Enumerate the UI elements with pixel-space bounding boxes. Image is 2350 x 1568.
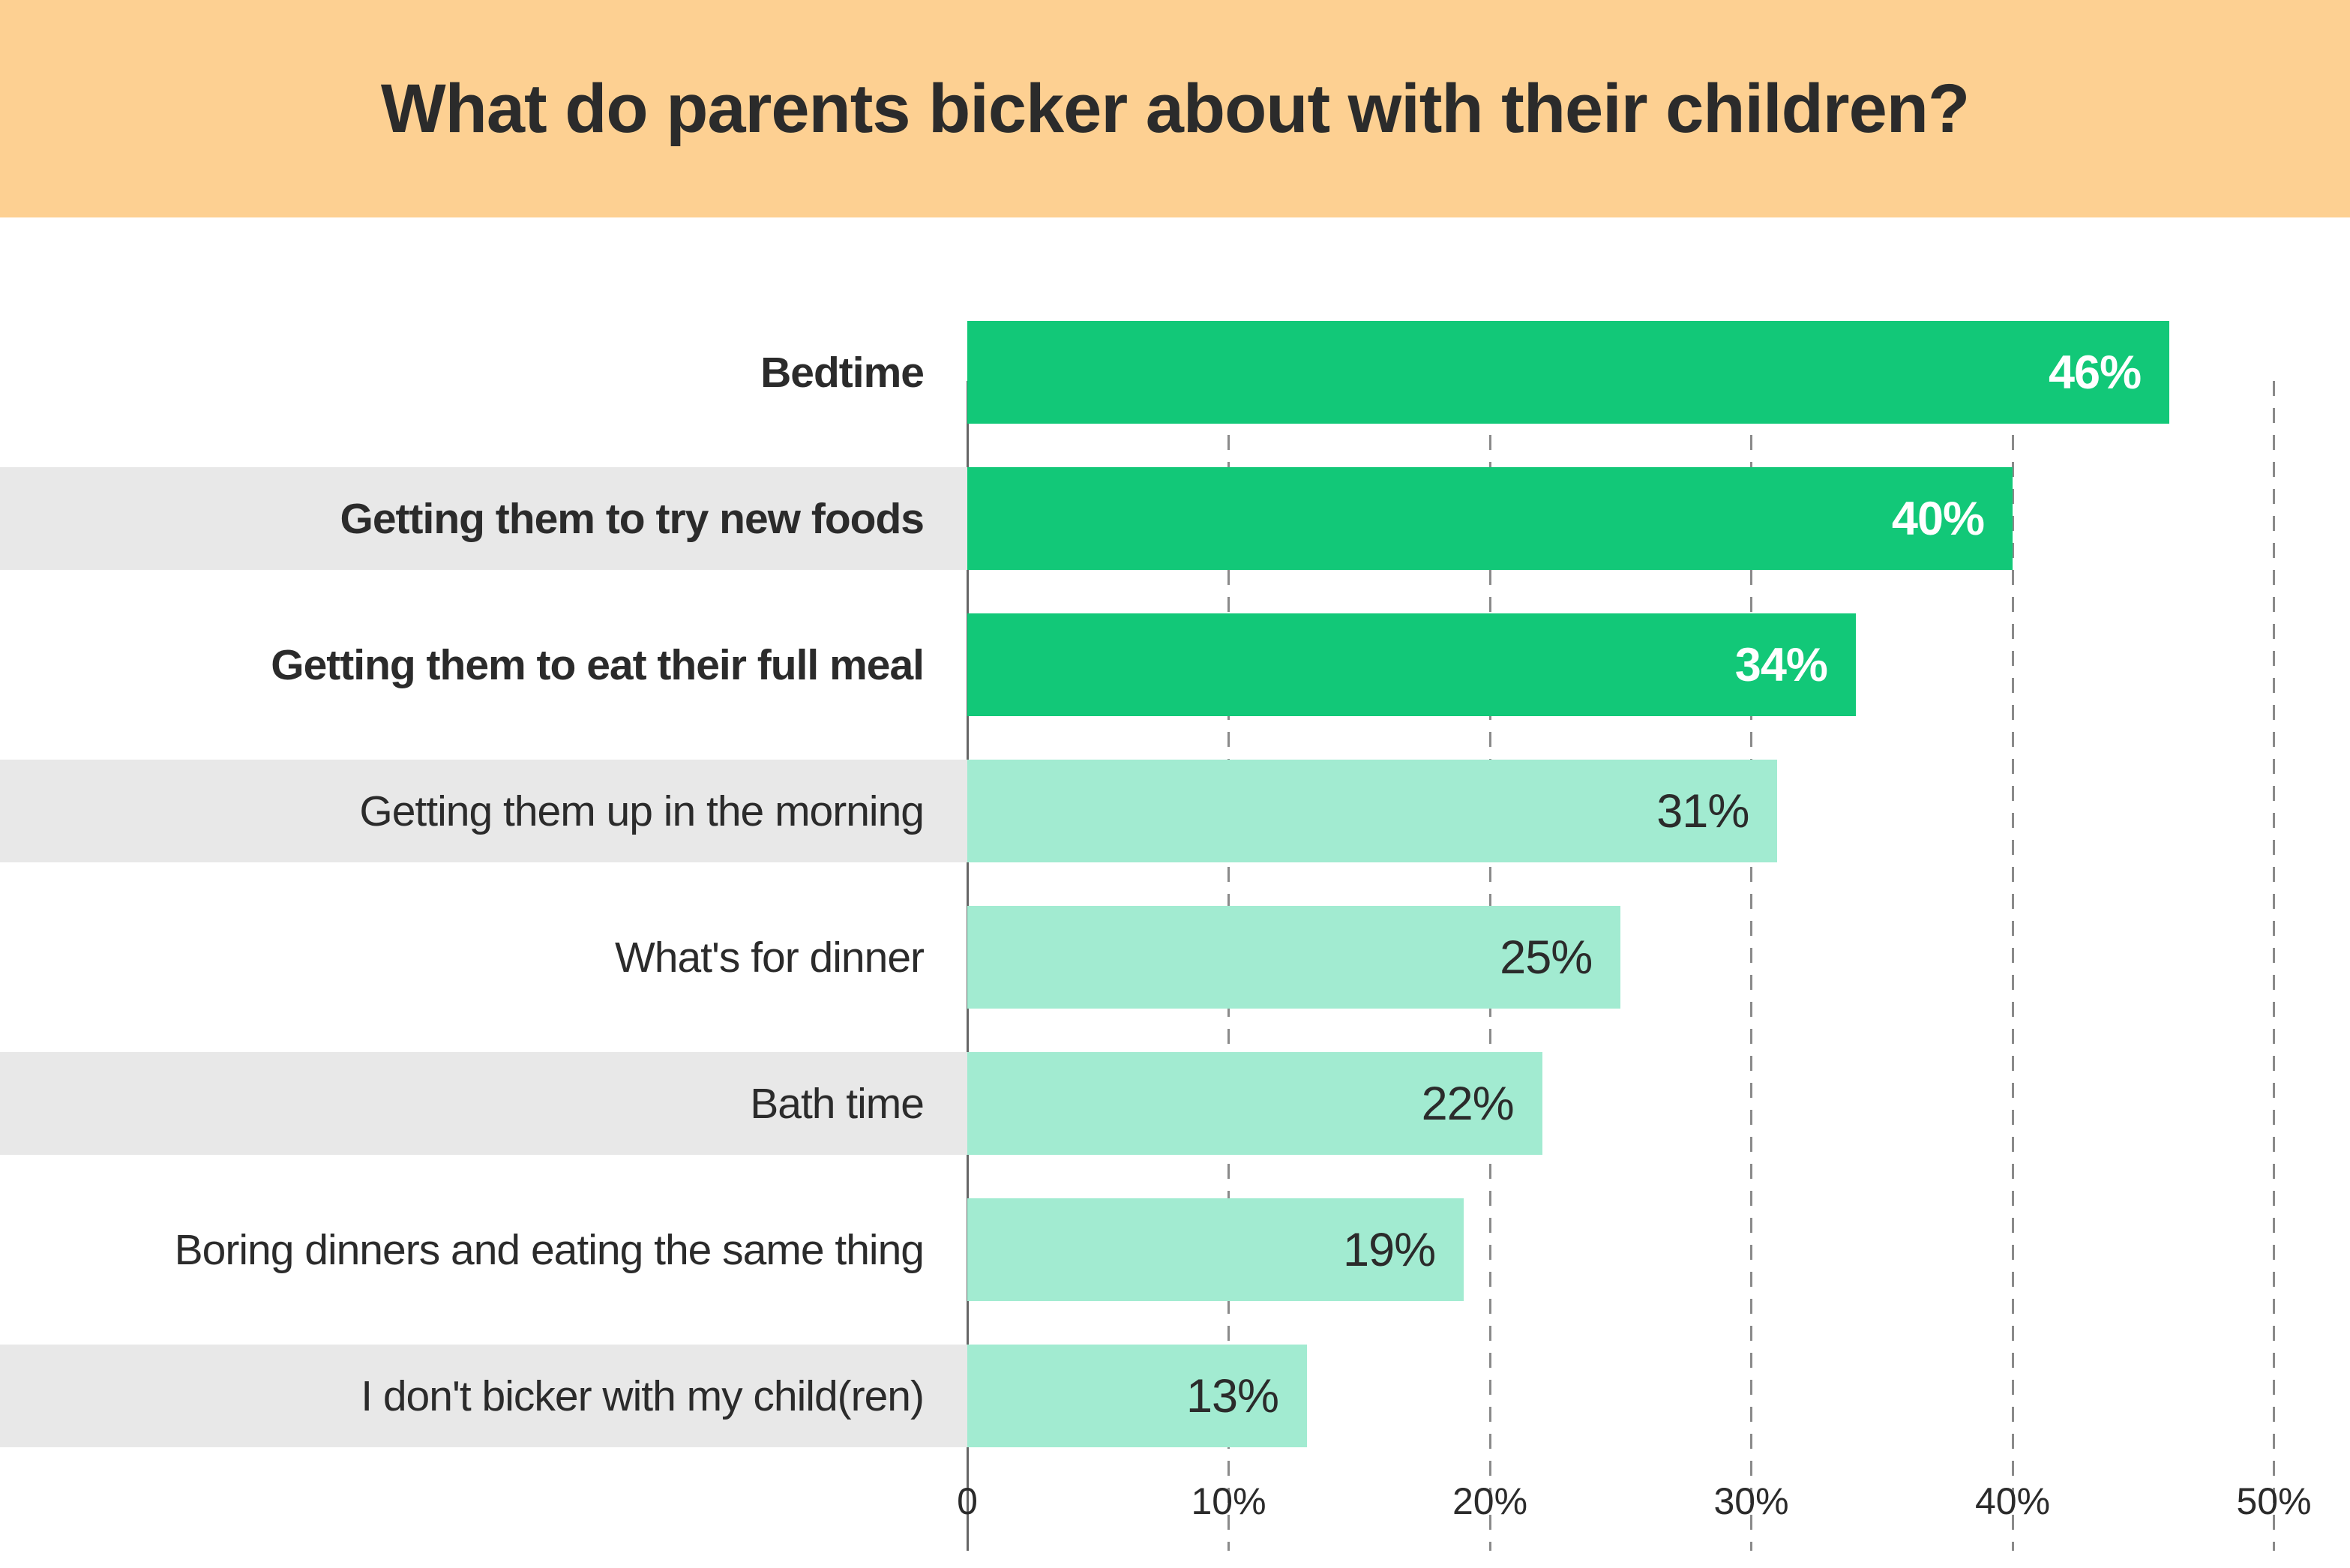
category-label: What's for dinner [614,933,925,982]
x-tick-label: 30% [1713,1480,1789,1522]
gridline [1750,381,1752,1551]
bar-value-label: 25% [1500,931,1593,984]
bar: 46% [967,321,2170,424]
bar-value-label: 13% [1185,1369,1279,1423]
category-label: Boring dinners and eating the same thing [174,1225,925,1274]
bar: 40% [967,467,2013,570]
chart-header-band: What do parents bicker about with their … [0,0,2350,217]
bar: 31% [967,760,1778,862]
x-tick-label: 50% [2236,1480,2312,1522]
category-label: Getting them up in the morning [359,787,925,835]
bar-chart: Bedtime 46% Getting them to try new foods 4… [0,299,2350,1568]
chart-row: Bedtime 46% [0,299,2350,445]
x-axis: 0 10% 20% 30% 40% 50% [0,1469,2350,1568]
category-label-cell: Bedtime [0,321,967,424]
x-tick-label: 0 [957,1480,978,1522]
bar: 19% [967,1198,1464,1301]
x-tick-label: 40% [1974,1480,2051,1522]
x-tick-label: 10% [1191,1480,1266,1522]
bar-value-label: 19% [1343,1223,1436,1276]
category-label-cell: Boring dinners and eating the same thing [0,1198,967,1301]
chart-row: Getting them to eat their full meal 34% [0,592,2350,738]
category-label: I don't bicker with my child(ren) [361,1372,925,1420]
bar: 22% [967,1052,1542,1155]
gridline [2273,381,2275,1551]
gridline [2011,381,2014,1551]
category-label: Getting them to eat their full meal [271,640,925,689]
category-label-cell: Getting them up in the morning [0,760,967,862]
chart-row: Getting them to try new foods 40% [0,445,2350,592]
bar-value-label: 46% [2049,346,2142,399]
bar: 34% [967,613,1856,716]
chart-row: What's for dinner 25% [0,884,2350,1030]
category-label: Bath time [750,1079,925,1128]
category-label-cell: I don't bicker with my child(ren) [0,1345,967,1447]
bar: 25% [967,906,1621,1009]
category-label: Getting them to try new foods [340,494,925,543]
bar-rows: Bedtime 46% Getting them to try new foods 4… [0,299,2350,1469]
bar-value-label: 31% [1656,784,1749,838]
category-label-cell: What's for dinner [0,906,967,1009]
bar-value-label: 34% [1734,638,1828,691]
chart-row: Bath time 22% [0,1030,2350,1177]
bar-value-label: 40% [1891,492,1985,545]
chart-title: What do parents bicker about with their … [380,70,1970,147]
chart-row: Getting them up in the morning 31% [0,738,2350,884]
bar-value-label: 22% [1421,1077,1515,1130]
category-label-cell: Getting them to try new foods [0,467,967,570]
category-label-cell: Getting them to eat their full meal [0,613,967,716]
chart-row: Boring dinners and eating the same thing… [0,1177,2350,1323]
x-tick-label: 20% [1452,1480,1528,1522]
category-label: Bedtime [760,348,925,397]
bar: 13% [967,1345,1308,1447]
category-label-cell: Bath time [0,1052,967,1155]
chart-row: I don't bicker with my child(ren) 13% [0,1323,2350,1469]
